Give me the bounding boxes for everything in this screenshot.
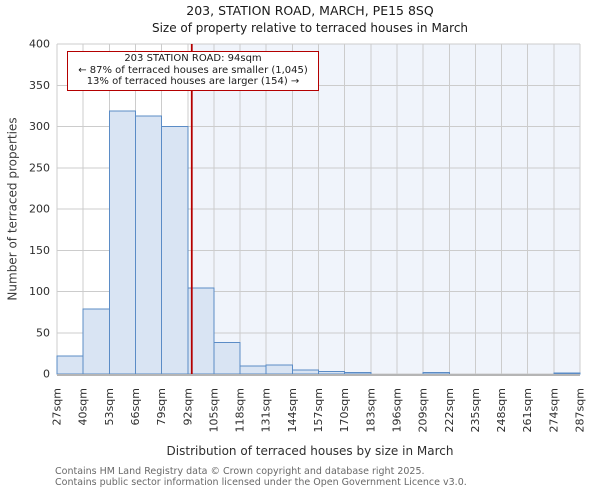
x-tick-label: 170sqm (338, 388, 351, 432)
x-tick-label: 53sqm (103, 388, 116, 425)
x-tick-label: 209sqm (417, 388, 430, 432)
y-tick-label: 200 (29, 203, 50, 216)
histogram-bar (553, 372, 581, 375)
x-tick-label: 105sqm (207, 388, 220, 432)
x-tick-label: 27sqm (51, 388, 64, 425)
y-tick-label: 100 (29, 285, 50, 298)
y-tick-label: 400 (29, 38, 50, 51)
histogram-svg: 0 50 100 150 200 250 300 350 400 27sqm 40sqm 53sqm 6… (29, 38, 587, 433)
x-tick-label: 287sqm (574, 388, 587, 432)
x-tick-label: 183sqm (364, 388, 377, 432)
attribution-footer: Contains HM Land Registry data © Crown c… (55, 466, 467, 488)
histogram-bar (291, 369, 320, 375)
x-tick-label: 131sqm (260, 388, 273, 432)
x-tick-label: 66sqm (129, 388, 142, 425)
marker-annotation-box: 203 STATION ROAD: 94sqm ← 87% of terrace… (67, 51, 319, 91)
x-tick-label: 222sqm (443, 388, 456, 432)
histogram-bar (265, 364, 293, 375)
histogram-bar (422, 371, 450, 375)
x-tick-label: 248sqm (495, 388, 508, 432)
y-tick-label: 250 (29, 161, 50, 174)
histogram-bar (239, 365, 267, 375)
x-axis-label: Distribution of terraced houses by size … (166, 444, 454, 458)
y-tick-label: 350 (29, 79, 50, 92)
histogram-bar (82, 308, 110, 375)
y-tick-label: 300 (29, 120, 50, 133)
histogram-bar (318, 371, 346, 375)
histogram-bar (134, 115, 163, 375)
footer-line-2: Contains public sector information licen… (55, 477, 467, 488)
histogram-bar (161, 126, 189, 375)
footer-line-1: Contains HM Land Registry data © Crown c… (55, 466, 425, 477)
histogram-bar (56, 355, 84, 375)
y-tick-label: 0 (43, 368, 50, 381)
chart-subtitle: Size of property relative to terraced ho… (151, 21, 469, 35)
x-tick-label: 261sqm (521, 388, 534, 432)
histogram-bar (108, 110, 136, 375)
x-tick-label: 79sqm (155, 388, 168, 425)
y-tick-label: 50 (36, 326, 50, 339)
x-tick-label: 196sqm (390, 388, 403, 432)
histogram-bar (344, 371, 372, 375)
x-tick-label: 235sqm (469, 388, 482, 432)
y-tick-label: 150 (29, 244, 50, 257)
x-tick-label: 144sqm (286, 388, 299, 432)
annotation-address-line: 203 STATION ROAD: 94sqm (124, 53, 262, 64)
x-tick-label: 92sqm (181, 388, 194, 425)
histogram-bar (213, 342, 241, 375)
x-tick-label: 274sqm (547, 388, 560, 432)
annotation-larger-line: 13% of terraced houses are larger (154) … (86, 76, 300, 87)
x-tick-label: 157sqm (312, 388, 325, 432)
x-tick-label: 40sqm (77, 388, 90, 425)
x-tick-label: 118sqm (234, 388, 247, 432)
chart-title: 203, STATION ROAD, MARCH, PE15 8SQ (186, 3, 434, 18)
annotation-smaller-line: ← 87% of terraced houses are smaller (1,… (78, 64, 308, 76)
